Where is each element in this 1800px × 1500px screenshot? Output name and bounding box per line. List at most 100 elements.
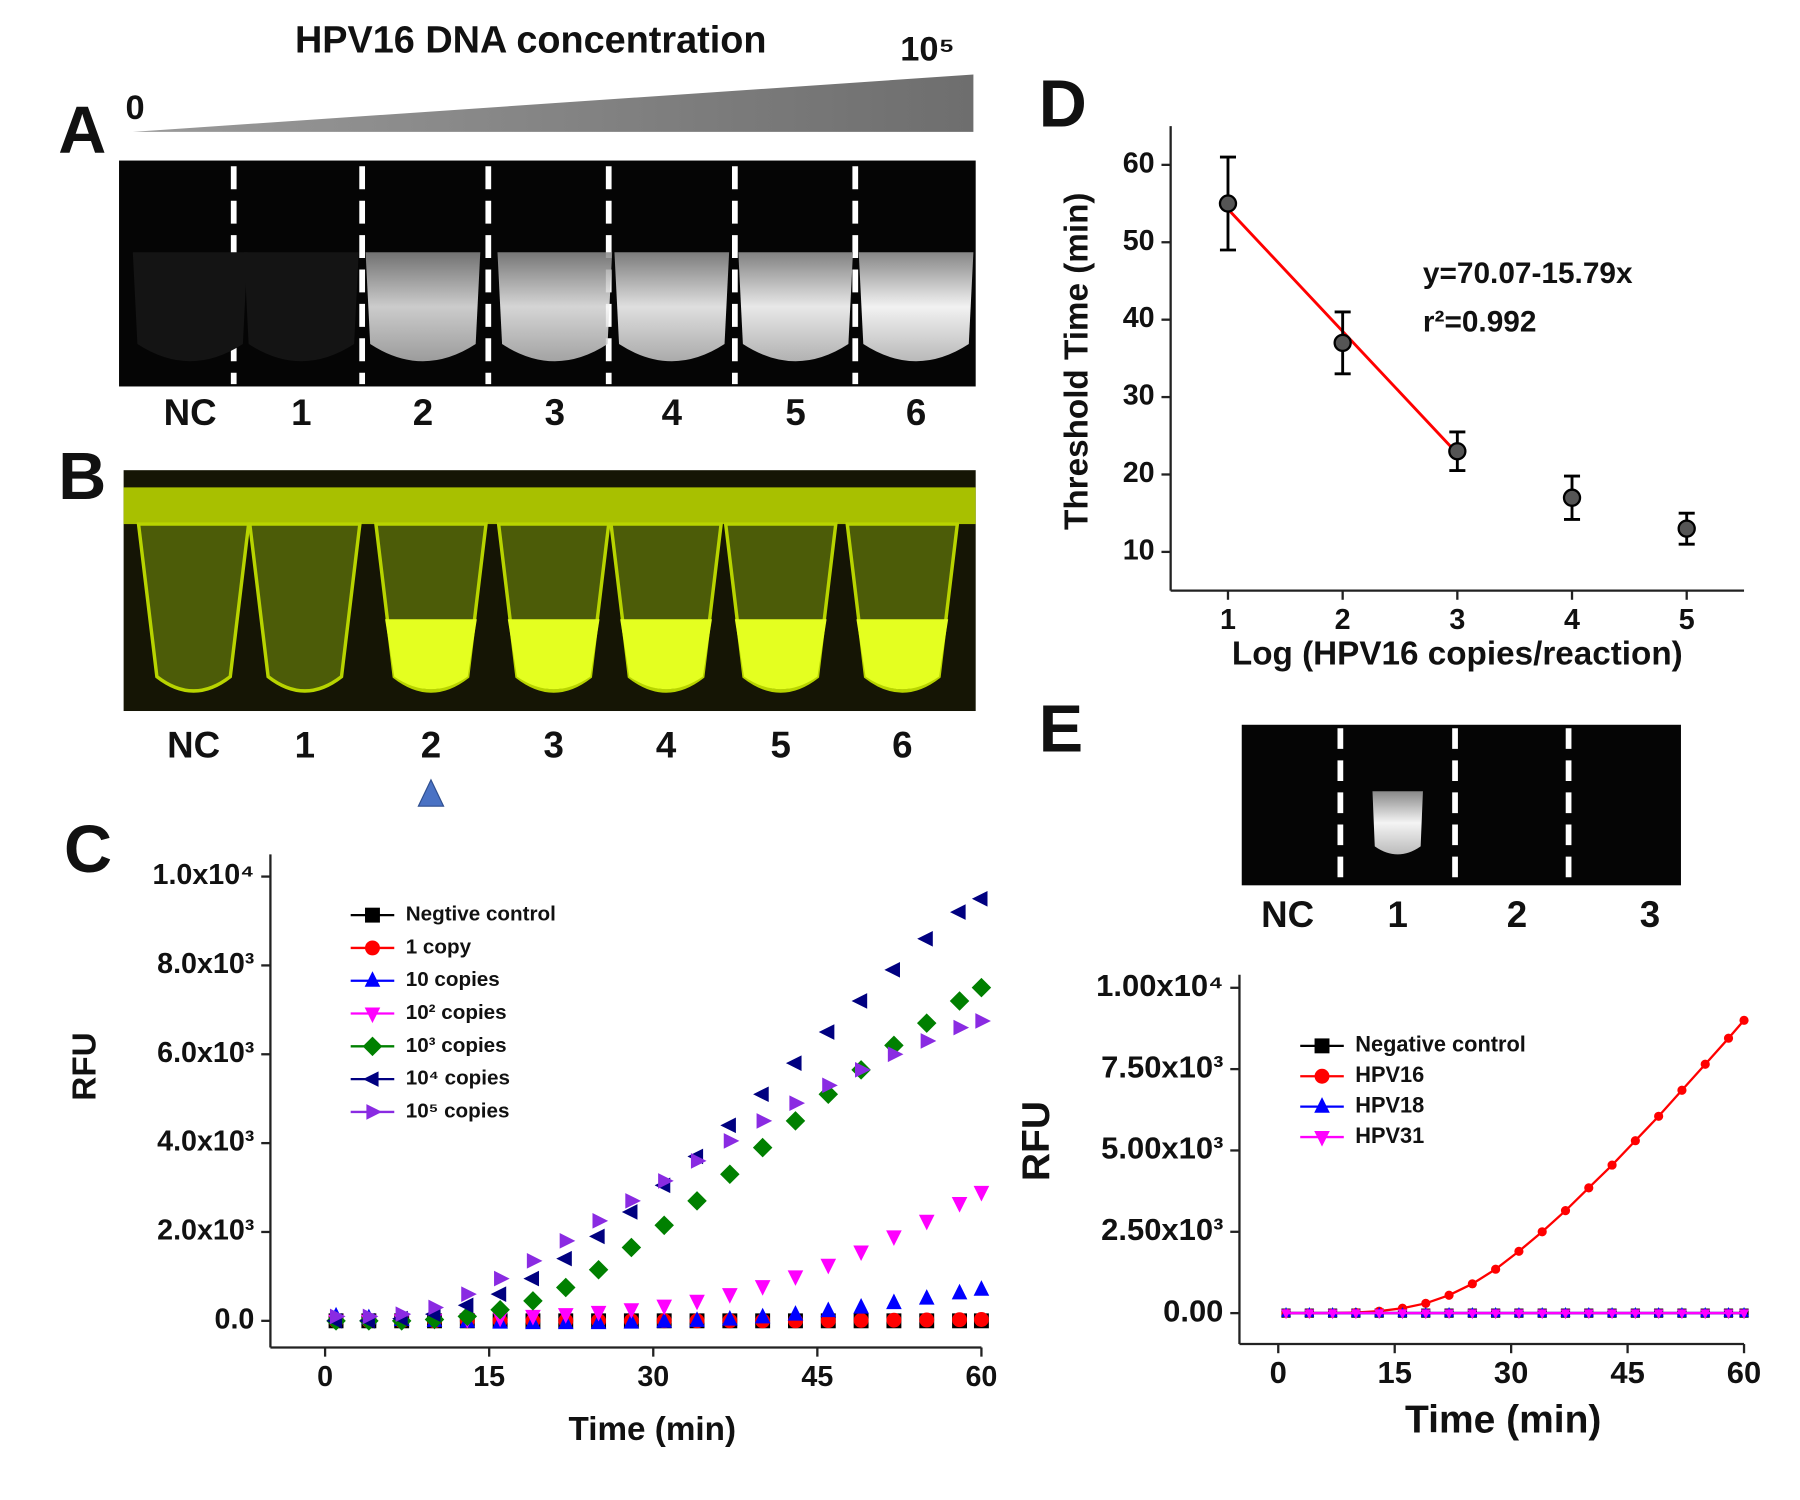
- tube-glow: [385, 619, 477, 690]
- marker: [1607, 1309, 1618, 1320]
- marker: [752, 1137, 773, 1158]
- tube-glow: [507, 619, 600, 690]
- marker: [1676, 1309, 1687, 1320]
- legend-label: 10⁵ copies: [406, 1099, 510, 1122]
- y-tick-label: 60: [1123, 147, 1155, 179]
- marker: [973, 1312, 989, 1327]
- y-tick-label: 4.0x10³: [157, 1126, 254, 1158]
- marker: [722, 1288, 738, 1304]
- x-tick-label: 4: [1564, 604, 1580, 636]
- marker: [820, 1301, 837, 1318]
- legend-label: 10³ copies: [406, 1034, 507, 1057]
- x-axis-title: Log (HPV16 copies/reaction): [1232, 636, 1683, 673]
- marker: [1314, 1038, 1330, 1054]
- lane-label: 4: [656, 724, 677, 765]
- marker: [490, 1299, 510, 1320]
- marker: [690, 1153, 707, 1169]
- x-tick-label: 5: [1679, 604, 1695, 636]
- marker: [364, 1007, 381, 1024]
- marker: [1723, 1309, 1734, 1320]
- tube: [614, 252, 730, 362]
- marker: [588, 1259, 609, 1280]
- marker: [1560, 1309, 1571, 1320]
- marker: [1467, 1309, 1478, 1320]
- x-tick-label: 15: [1377, 1355, 1411, 1390]
- marker: [971, 977, 992, 998]
- marker: [953, 1019, 970, 1036]
- point: [1218, 194, 1238, 213]
- marker: [723, 1133, 740, 1149]
- marker: [656, 1312, 673, 1328]
- marker: [1513, 1309, 1524, 1320]
- marker: [590, 1313, 607, 1330]
- marker: [623, 1303, 640, 1319]
- lane-label: 2: [421, 724, 441, 765]
- marker: [1677, 1085, 1687, 1095]
- marker: [1723, 1033, 1734, 1043]
- tube-glow: [620, 619, 712, 690]
- y-axis-title: RFU: [67, 1032, 104, 1100]
- marker: [918, 1214, 935, 1231]
- lane-label: 3: [1640, 894, 1660, 935]
- lane-label: 2: [413, 392, 433, 433]
- marker: [851, 993, 868, 1009]
- marker: [754, 1280, 771, 1296]
- marker: [366, 1104, 383, 1120]
- x-tick-label: 45: [1610, 1355, 1644, 1390]
- lane-label: NC: [167, 724, 220, 765]
- tube: [132, 252, 248, 362]
- marker: [785, 1055, 802, 1071]
- marker: [490, 1286, 507, 1302]
- marker: [1653, 1309, 1664, 1320]
- marker: [362, 1071, 379, 1087]
- marker: [1630, 1309, 1641, 1320]
- marker: [818, 1024, 835, 1040]
- marker: [1739, 1015, 1749, 1025]
- marker: [1514, 1246, 1524, 1256]
- x-tick-label: 0: [1270, 1355, 1287, 1390]
- panel-label: A: [58, 94, 106, 168]
- marker: [689, 1311, 705, 1327]
- marker: [1314, 1097, 1330, 1113]
- marker: [365, 940, 380, 956]
- legend-label: 10⁴ copies: [406, 1067, 510, 1090]
- marker: [949, 991, 970, 1011]
- y-axis-title: Threshold Time (min): [1059, 193, 1096, 530]
- x-tick-label: 30: [1494, 1355, 1528, 1390]
- tube-glow: [734, 619, 827, 690]
- marker: [789, 1095, 806, 1111]
- tube: [136, 522, 251, 693]
- y-tick-label: 20: [1123, 457, 1155, 489]
- marker: [589, 1228, 605, 1245]
- marker: [1490, 1309, 1501, 1320]
- marker: [362, 1308, 379, 1325]
- annotation: y=70.07-15.79x: [1423, 257, 1633, 290]
- point: [1333, 333, 1352, 353]
- x-tick-label: 45: [801, 1361, 833, 1393]
- y-tick-label: 6.0x10³: [157, 1037, 254, 1069]
- panel-label: E: [1039, 693, 1083, 767]
- tube-glow: [856, 619, 949, 690]
- x-tick-label: 1: [1220, 604, 1236, 636]
- lane-label: 6: [906, 392, 926, 433]
- x-tick-label: 0: [317, 1361, 333, 1393]
- point: [1562, 488, 1582, 507]
- y-tick-label: 0.0: [215, 1303, 255, 1335]
- marker: [1584, 1183, 1594, 1193]
- marker: [656, 1299, 673, 1316]
- marker: [329, 1308, 346, 1325]
- y-tick-label: 1.00x10⁴: [1096, 968, 1223, 1003]
- lane-label: 5: [771, 724, 791, 765]
- lane-label: 5: [785, 392, 805, 433]
- marker: [1491, 1264, 1501, 1274]
- y-tick-label: 5.00x10³: [1101, 1131, 1223, 1166]
- marker: [526, 1253, 543, 1269]
- tube-glow: [1372, 791, 1423, 855]
- marker: [952, 1312, 967, 1328]
- x-axis-title: Time (min): [569, 1411, 737, 1448]
- marker: [951, 1197, 968, 1213]
- marker: [1700, 1059, 1710, 1069]
- x-tick-label: 2: [1335, 604, 1351, 636]
- marker: [689, 1294, 705, 1311]
